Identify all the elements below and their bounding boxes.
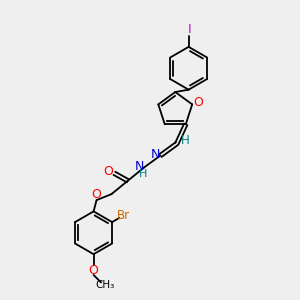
- Text: I: I: [188, 23, 191, 36]
- Text: O: O: [92, 188, 101, 201]
- Text: H: H: [181, 134, 190, 147]
- Text: N: N: [135, 160, 144, 173]
- Text: O: O: [103, 165, 113, 178]
- Text: H: H: [139, 169, 147, 179]
- Text: O: O: [193, 96, 203, 109]
- Text: Br: Br: [117, 209, 130, 222]
- Text: O: O: [89, 264, 98, 277]
- Text: CH₃: CH₃: [96, 280, 115, 290]
- Text: N: N: [150, 148, 160, 160]
